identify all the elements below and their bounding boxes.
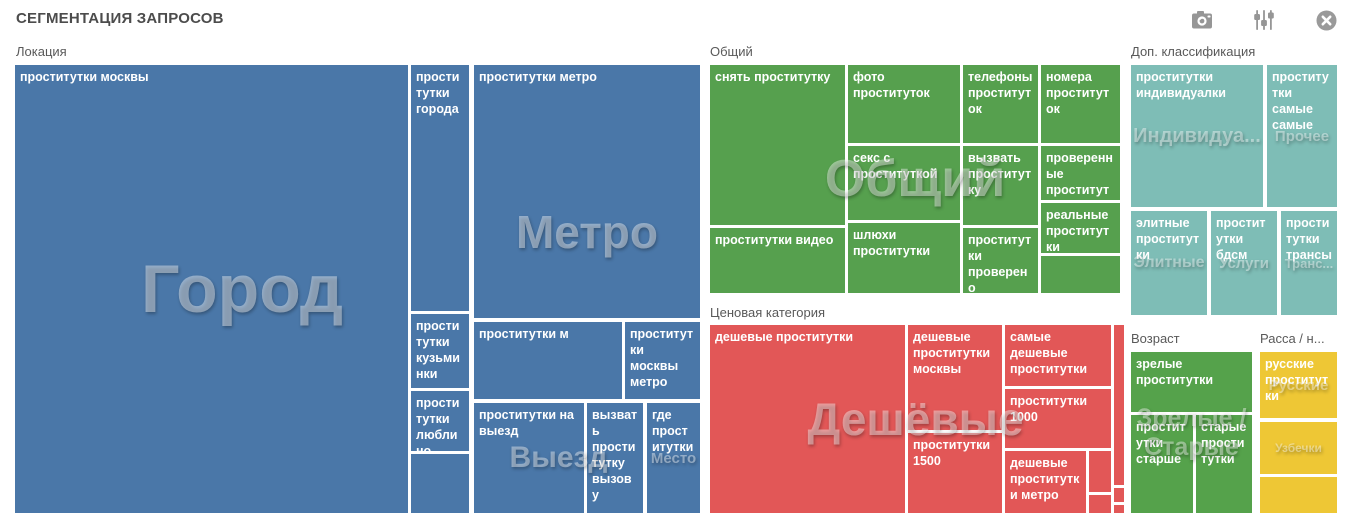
section-label-extra-classification: Доп. классификация: [1131, 44, 1256, 59]
section-label-race: Расса / н...: [1260, 331, 1325, 346]
treemap-tile-extra-classification[interactable]: проститутки индивидуалки: [1131, 65, 1263, 207]
treemap-tile-price-category[interactable]: дешевые проститутки: [710, 325, 905, 513]
treemap-tile-location[interactable]: проститутки м: [474, 322, 622, 399]
treemap-tile-price-category[interactable]: дешевые проститутки метро: [1005, 451, 1086, 513]
treemap-tile-general[interactable]: реальные проститутки: [1041, 203, 1120, 253]
section-label-general: Общий: [710, 44, 753, 59]
treemap-tile-race[interactable]: [1260, 422, 1337, 474]
treemap-tile-general[interactable]: снять проститутку: [710, 65, 845, 225]
treemap-tile-price-category[interactable]: [1114, 325, 1124, 485]
treemap-tile-price-category[interactable]: проститутки 1000: [1005, 389, 1111, 448]
treemap-tile-price-category[interactable]: проститутки 1500: [908, 433, 1002, 513]
treemap-tile-general[interactable]: номера проституток: [1041, 65, 1120, 143]
treemap-tile-age[interactable]: старые проститутки: [1196, 415, 1252, 513]
section-label-price-category: Ценовая категория: [710, 305, 826, 320]
treemap-tile-location[interactable]: проститутки на выезд: [474, 403, 584, 513]
treemap-tile-price-category[interactable]: [1089, 495, 1111, 513]
treemap-tile-general[interactable]: проверенные проститутки: [1041, 146, 1120, 200]
close-icon[interactable]: [1314, 8, 1338, 32]
treemap-tile-location[interactable]: проститутки метро: [474, 65, 700, 318]
treemap-tile-price-category[interactable]: дешевые проститутки москвы: [908, 325, 1002, 430]
treemap-tile-price-category[interactable]: [1114, 488, 1124, 502]
treemap-tile-location[interactable]: проститутки москвы метро: [625, 322, 700, 399]
widget-titlebar: СЕГМЕНТАЦИЯ ЗАПРОСОВ: [0, 0, 1352, 40]
treemap-tile-general[interactable]: вызвать проститутку: [963, 146, 1038, 225]
treemap-tile-race[interactable]: русские проститутки: [1260, 352, 1337, 418]
treemap-tile-price-category[interactable]: самые дешевые проститутки: [1005, 325, 1111, 386]
treemap-tile-extra-classification[interactable]: проститутки самые самые: [1267, 65, 1337, 207]
treemap-tile-location[interactable]: где проститутки: [647, 403, 700, 513]
treemap-tile-general[interactable]: проститутки проверено: [963, 228, 1038, 293]
treemap-tile-general[interactable]: телефоны проституток: [963, 65, 1038, 143]
treemap-tile-race[interactable]: [1260, 477, 1337, 513]
treemap-tile-extra-classification[interactable]: проститутки бдсм: [1211, 211, 1277, 315]
treemap-tile-location[interactable]: проститутки москвы: [15, 65, 408, 513]
treemap-tile-general[interactable]: фото проституток: [848, 65, 960, 143]
section-label-age: Возраст: [1131, 331, 1180, 346]
treemap-tile-age[interactable]: проститутки старше: [1131, 415, 1193, 513]
treemap-tile-extra-classification[interactable]: элитные проститутки: [1131, 211, 1207, 315]
treemap-tile-general[interactable]: проститутки видео: [710, 228, 845, 293]
page-title: СЕГМЕНТАЦИЯ ЗАПРОСОВ: [16, 10, 224, 27]
treemap-tile-location[interactable]: проститутки кузьминки: [411, 314, 469, 388]
widget-toolbar: [1190, 8, 1338, 32]
treemap-tile-general[interactable]: [1041, 256, 1120, 293]
treemap-tile-price-category[interactable]: [1114, 505, 1124, 513]
treemap-tile-location[interactable]: проститутки люблино: [411, 391, 469, 451]
filters-icon[interactable]: [1252, 8, 1276, 32]
treemap-tile-location[interactable]: вызвать проститутку вызову: [587, 403, 643, 513]
treemap-tile-location[interactable]: проститутки города: [411, 65, 469, 311]
treemap-tile-general[interactable]: шлюхи проститутки: [848, 223, 960, 293]
treemap-tile-price-category[interactable]: [1089, 451, 1111, 492]
treemap-tile-general[interactable]: секс с проституткой: [848, 146, 960, 220]
section-label-location: Локация: [16, 44, 67, 59]
treemap-tile-extra-classification[interactable]: проститутки трансы: [1281, 211, 1337, 315]
treemap-tile-location[interactable]: [411, 454, 469, 513]
treemap-tile-age[interactable]: зрелые проститутки: [1131, 352, 1252, 412]
camera-icon[interactable]: [1190, 8, 1214, 32]
